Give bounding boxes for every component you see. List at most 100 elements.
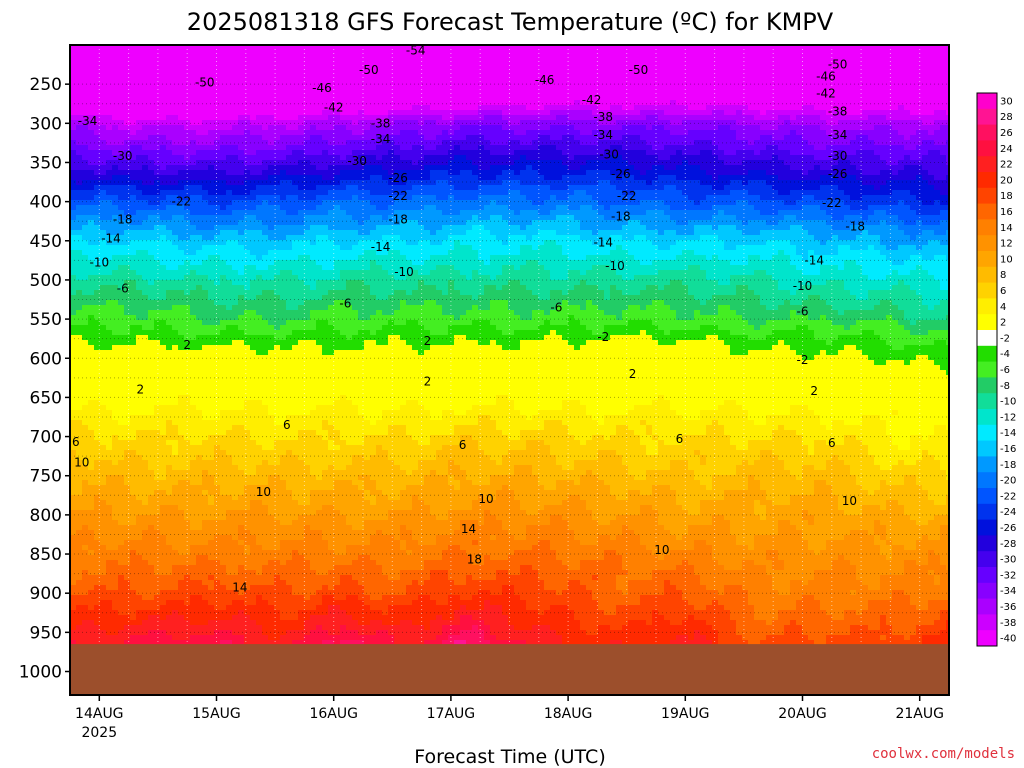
field-cell	[214, 70, 221, 76]
field-cell	[226, 490, 233, 496]
field-cell	[70, 555, 77, 561]
field-cell	[76, 70, 83, 76]
field-cell	[112, 245, 119, 251]
field-cell	[214, 165, 221, 171]
field-cell	[280, 210, 287, 216]
field-cell	[208, 245, 215, 251]
field-cell	[202, 50, 209, 56]
field-cell	[88, 465, 95, 471]
field-cell	[160, 120, 167, 126]
field-cell	[88, 515, 95, 521]
field-cell	[256, 205, 263, 211]
field-cell	[286, 95, 293, 101]
field-cell	[268, 65, 275, 71]
field-cell	[244, 320, 251, 326]
field-cell	[100, 475, 107, 481]
field-cell	[280, 235, 287, 241]
field-cell	[226, 615, 233, 621]
field-cell	[184, 465, 191, 471]
field-cell	[82, 105, 89, 111]
field-cell	[172, 510, 179, 516]
field-cell	[142, 365, 149, 371]
field-cell	[184, 290, 191, 296]
field-cell	[100, 380, 107, 386]
field-cell	[154, 215, 161, 221]
field-cell	[172, 500, 179, 506]
field-cell	[292, 220, 299, 226]
field-cell	[244, 540, 251, 546]
field-cell	[280, 190, 287, 196]
field-cell	[76, 515, 83, 521]
field-cell	[292, 120, 299, 126]
field-cell	[160, 505, 167, 511]
field-cell	[184, 225, 191, 231]
field-cell	[256, 270, 263, 276]
field-cell	[106, 385, 113, 391]
field-cell	[268, 545, 275, 551]
field-cell	[202, 280, 209, 286]
field-cell	[76, 495, 83, 501]
field-cell	[118, 290, 125, 296]
field-cell	[154, 165, 161, 171]
field-cell	[154, 130, 161, 136]
field-cell	[136, 340, 143, 346]
field-cell	[292, 135, 299, 141]
field-cell	[178, 225, 185, 231]
field-cell	[262, 540, 269, 546]
field-cell	[76, 255, 83, 261]
field-cell	[244, 440, 251, 446]
field-cell	[178, 140, 185, 146]
field-cell	[154, 170, 161, 176]
field-cell	[232, 405, 239, 411]
field-cell	[184, 280, 191, 286]
field-cell	[88, 440, 95, 446]
field-cell	[220, 510, 227, 516]
field-cell	[178, 270, 185, 276]
field-cell	[268, 390, 275, 396]
field-cell	[76, 270, 83, 276]
field-cell	[82, 145, 89, 151]
field-cell	[166, 165, 173, 171]
field-cell	[118, 110, 125, 116]
field-cell	[220, 220, 227, 226]
field-cell	[70, 565, 77, 571]
field-cell	[88, 170, 95, 176]
field-cell	[148, 530, 155, 536]
field-cell	[142, 435, 149, 441]
field-cell	[202, 175, 209, 181]
field-cell	[142, 245, 149, 251]
field-cell	[250, 600, 257, 606]
field-cell	[154, 395, 161, 401]
field-cell	[280, 570, 287, 576]
field-cell	[226, 305, 233, 311]
field-cell	[232, 575, 239, 581]
field-cell	[154, 150, 161, 156]
field-cell	[136, 520, 143, 526]
field-cell	[202, 315, 209, 321]
field-cell	[214, 125, 221, 131]
field-cell	[100, 385, 107, 391]
field-cell	[208, 165, 215, 171]
field-cell	[154, 440, 161, 446]
field-cell	[94, 285, 101, 291]
field-cell	[190, 240, 197, 246]
field-cell	[238, 315, 245, 321]
field-cell	[286, 110, 293, 116]
field-cell	[166, 460, 173, 466]
field-cell	[232, 620, 239, 626]
field-cell	[106, 95, 113, 101]
field-cell	[94, 250, 101, 256]
field-cell	[280, 430, 287, 436]
field-cell	[190, 255, 197, 261]
field-cell	[232, 380, 239, 386]
field-cell	[118, 520, 125, 526]
field-cell	[100, 105, 107, 111]
field-cell	[262, 185, 269, 191]
field-cell	[172, 145, 179, 151]
field-cell	[178, 455, 185, 461]
field-cell	[142, 605, 149, 611]
field-cell	[100, 375, 107, 381]
field-cell	[208, 210, 215, 216]
field-cell	[76, 205, 83, 211]
field-cell	[196, 270, 203, 276]
